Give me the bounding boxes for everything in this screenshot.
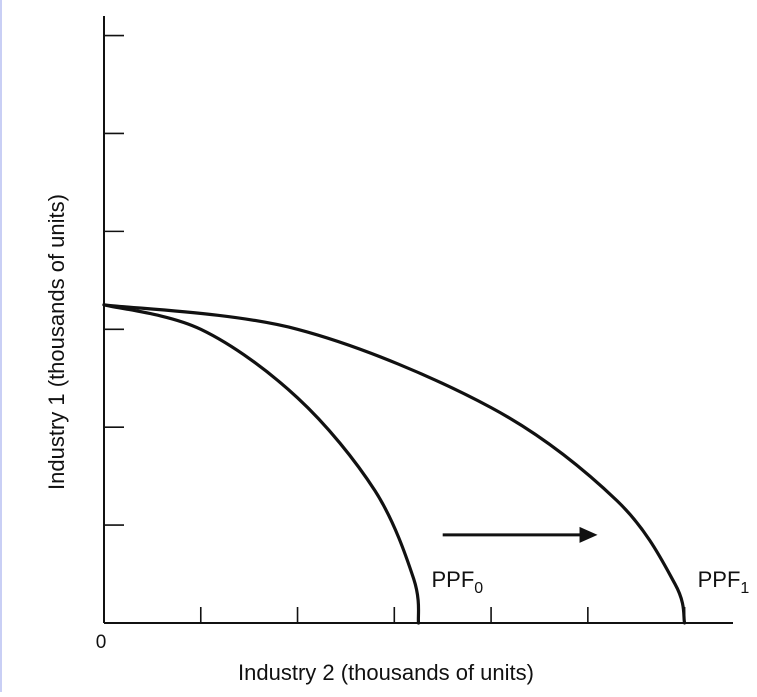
- y-axis-label: Industry 1 (thousands of units): [44, 194, 69, 490]
- axes-layer: [103, 16, 733, 624]
- annotation-layer: [442, 526, 598, 543]
- left-border-rule: [0, 0, 2, 692]
- ppf-curve-1: [102, 303, 687, 625]
- x-axis-label: Industry 2 (thousands of units): [238, 660, 534, 685]
- ppf-curve-0: [102, 303, 421, 625]
- shift-arrow-head: [579, 526, 598, 543]
- ppf-label-1: PPF1: [698, 567, 750, 597]
- labels-layer: 0 Industry 2 (thousands of units) Indust…: [44, 194, 749, 685]
- ppf-label-0: PPF0: [432, 567, 484, 597]
- origin-label: 0: [96, 632, 107, 653]
- series-layer: [102, 303, 687, 625]
